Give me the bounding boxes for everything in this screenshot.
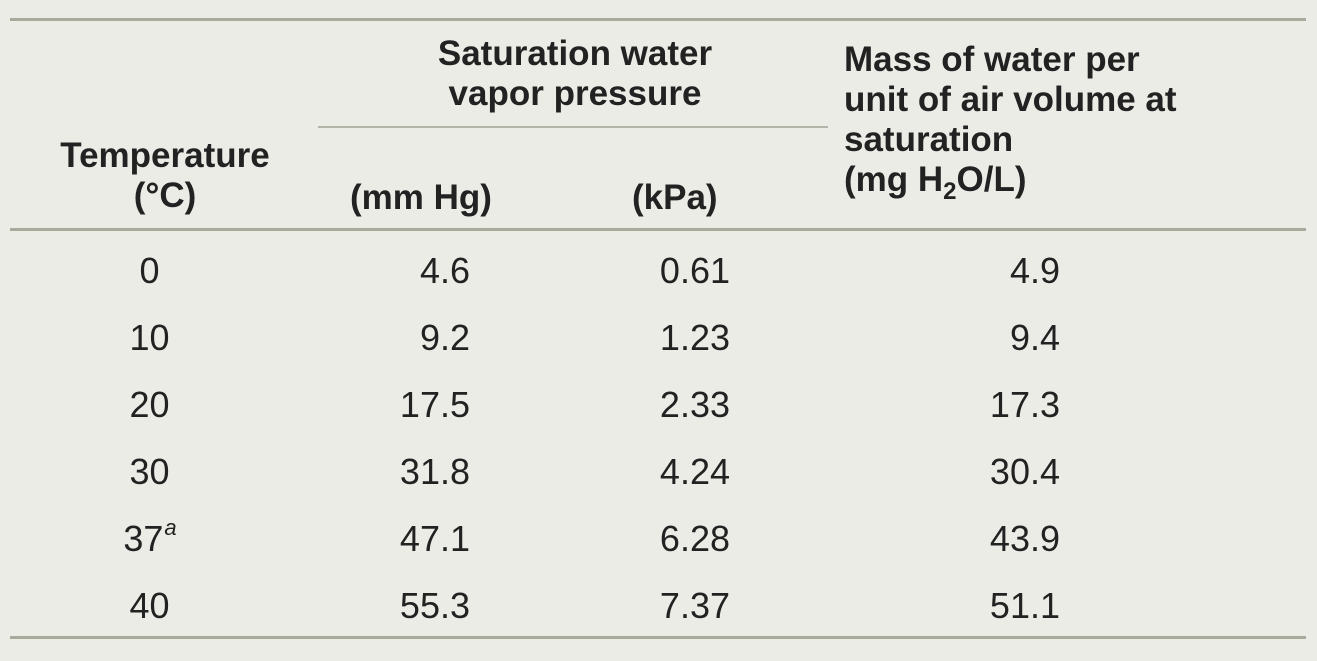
kpa-cell: 1.23 — [659, 317, 730, 358]
temperature-value: 30 — [129, 451, 170, 492]
kpa-header: (kPa) — [632, 178, 718, 217]
kpa-cell: 7.37 — [659, 585, 730, 626]
mass-header-line3: saturation — [844, 120, 1014, 159]
kpa-cell: 0.61 — [659, 250, 730, 291]
mass-cell: 43.9 — [989, 518, 1060, 559]
bottom-rule — [10, 636, 1306, 639]
temperature-value: 0 — [139, 250, 160, 291]
temperature-cell: 37a — [100, 506, 200, 572]
mmhg-cell: 55.3 — [399, 585, 470, 626]
table-row: 10 9.2 1.23 9.4 — [0, 305, 1317, 371]
mmhg-header: (mm Hg) — [350, 178, 492, 217]
pressure-group-header: Saturation water vapor pressure — [330, 34, 820, 114]
title-remnant — [0, 0, 1317, 6]
temperature-cell: 10 — [100, 305, 200, 371]
mass-cell: 17.3 — [989, 384, 1060, 425]
kpa-cell: 2.33 — [659, 384, 730, 425]
mmhg-cell: 4.6 — [419, 250, 470, 291]
pressure-group-header-line2: vapor pressure — [448, 74, 702, 113]
mass-cell: 30.4 — [989, 451, 1060, 492]
temperature-cell: 20 — [100, 372, 200, 438]
temperature-header-line1: Temperature — [60, 136, 270, 175]
temperature-header: Temperature (°C) — [30, 136, 300, 216]
mass-header-line1: Mass of water per — [844, 40, 1140, 79]
temperature-header-line2: (°C) — [133, 176, 197, 215]
temperature-value: 20 — [129, 384, 170, 425]
mass-header-line2: unit of air volume at — [844, 80, 1177, 119]
mmhg-cell: 31.8 — [399, 451, 470, 492]
footnote-marker: a — [164, 515, 177, 540]
top-rule — [10, 18, 1306, 21]
table-row: 37a 47.1 6.28 43.9 — [0, 506, 1317, 572]
mmhg-cell: 9.2 — [419, 317, 470, 358]
header-rule — [10, 228, 1306, 231]
kpa-cell: 6.28 — [659, 518, 730, 559]
table-row: 40 55.3 7.37 51.1 — [0, 573, 1317, 639]
kpa-cell: 4.24 — [659, 451, 730, 492]
temperature-cell: 40 — [100, 573, 200, 639]
table-row: 20 17.5 2.33 17.3 — [0, 372, 1317, 438]
mass-cell: 51.1 — [989, 585, 1060, 626]
mass-unit-post: O/L) — [956, 160, 1027, 199]
temperature-value: 40 — [129, 585, 170, 626]
mass-unit-pre: (mg H — [844, 160, 944, 199]
mass-header: Mass of water per unit of air volume at … — [844, 40, 1304, 204]
temperature-cell: 30 — [100, 439, 200, 505]
temperature-value: 10 — [129, 317, 170, 358]
mmhg-cell: 47.1 — [399, 518, 470, 559]
temperature-value: 37 — [123, 518, 164, 559]
mass-header-unit: (mg H2O/L) — [844, 160, 1304, 204]
table-row: 0 4.6 0.61 4.9 — [0, 238, 1317, 304]
group-rule — [318, 126, 828, 128]
table-row: 30 31.8 4.24 30.4 — [0, 439, 1317, 505]
temperature-cell: 0 — [100, 238, 200, 304]
pressure-group-header-line1: Saturation water — [437, 34, 713, 73]
mass-cell: 4.9 — [1009, 250, 1060, 291]
mass-cell: 9.4 — [1009, 317, 1060, 358]
mass-unit-subscript: 2 — [943, 178, 957, 205]
mmhg-cell: 17.5 — [399, 384, 470, 425]
